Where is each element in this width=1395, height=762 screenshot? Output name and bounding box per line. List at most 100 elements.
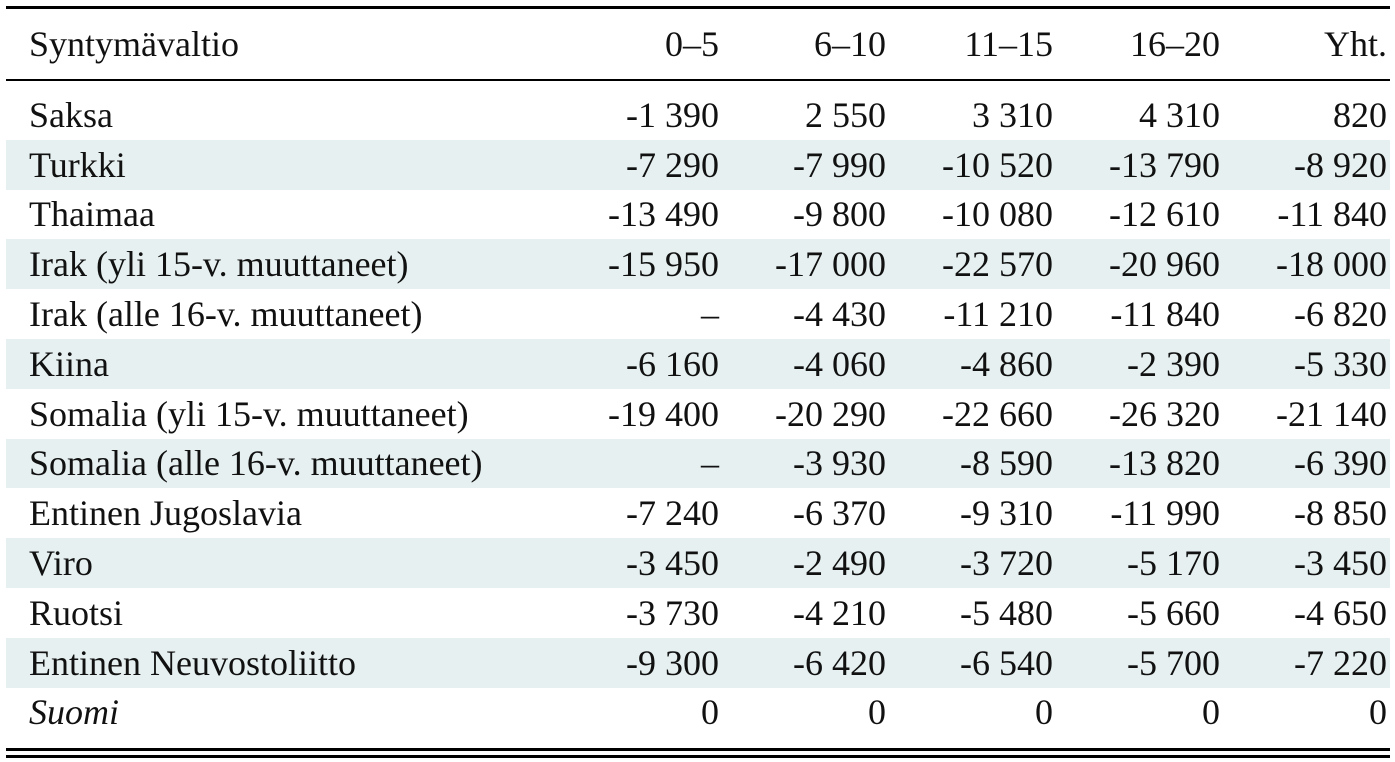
value-cell: -8 850 [1294, 493, 1387, 534]
country-cell: Saksa [29, 94, 113, 135]
top-rule [6, 6, 1390, 9]
table-header-row: Syntymävaltio 0–5 6–10 11–15 16–20 Yht. [6, 9, 1390, 79]
bottom-rule-2 [6, 755, 1390, 759]
value-cell: -5 480 [960, 592, 1053, 633]
country-cell: Somalia (yli 15-v. muuttaneet) [29, 393, 469, 434]
value-cell: – [701, 294, 719, 335]
value-cell: -9 300 [626, 642, 719, 683]
value-cell: -22 570 [942, 244, 1053, 285]
value-cell: -8 920 [1294, 144, 1387, 185]
country-cell: Somalia (alle 16-v. muuttaneet) [29, 443, 483, 484]
value-cell: -6 420 [793, 642, 886, 683]
table-body: Saksa -1 390 2 550 3 310 4 310 820 Turkki -7 29… [6, 90, 1390, 737]
value-cell: 0 [868, 692, 886, 733]
table-row: Viro -3 450 -2 490 -3 720 -5 170 -3 450 [6, 538, 1390, 588]
value-cell: -22 660 [942, 393, 1053, 434]
value-cell: -4 210 [793, 592, 886, 633]
table-row: Irak (alle 16-v. muuttaneet) – -4 430 -11 2… [6, 289, 1390, 339]
value-cell: -15 950 [608, 244, 719, 285]
country-cell: Thaimaa [29, 194, 155, 235]
value-cell: -6 370 [793, 493, 886, 534]
value-cell: -26 320 [1109, 393, 1220, 434]
value-cell: 0 [701, 692, 719, 733]
table-row: Entinen Jugoslavia -7 240 -6 370 -9 310 -11 … [6, 488, 1390, 538]
value-cell: -6 160 [626, 343, 719, 384]
value-cell: 2 550 [805, 94, 886, 135]
country-cell: Irak (alle 16-v. muuttaneet) [29, 294, 423, 335]
header-age-16-20: 16–20 [1130, 24, 1220, 64]
header-age-11-15: 11–15 [964, 24, 1053, 64]
table-row: Turkki -7 290 -7 990 -10 520 -13 790 -8 920 [6, 139, 1390, 190]
value-cell: -6 820 [1294, 294, 1387, 335]
value-cell: -18 000 [1276, 244, 1387, 285]
value-cell: – [701, 443, 719, 484]
value-cell: -4 430 [793, 294, 886, 335]
value-cell: -8 590 [960, 443, 1053, 484]
data-table: Syntymävaltio 0–5 6–10 11–15 16–20 Yht. … [6, 6, 1390, 759]
value-cell: -17 000 [775, 244, 886, 285]
header-age-6-10: 6–10 [814, 24, 886, 64]
country-cell: Entinen Jugoslavia [29, 493, 302, 534]
value-cell: -13 790 [1109, 144, 1220, 185]
value-cell: -2 490 [793, 543, 886, 584]
value-cell: -4 650 [1294, 592, 1387, 633]
value-cell: 820 [1333, 94, 1387, 135]
value-cell: -4 860 [960, 343, 1053, 384]
country-cell: Ruotsi [29, 592, 124, 633]
value-cell: -10 520 [942, 144, 1053, 185]
country-cell: Suomi [29, 692, 119, 733]
value-cell: -3 450 [626, 543, 719, 584]
header-age-0-5: 0–5 [665, 24, 719, 64]
bottom-rule-1 [6, 748, 1390, 752]
table-row: Somalia (alle 16-v. muuttaneet) – -3 930 -8… [6, 438, 1390, 489]
value-cell: -21 140 [1276, 393, 1387, 434]
value-cell: -12 610 [1109, 194, 1220, 235]
value-cell: -5 660 [1127, 592, 1220, 633]
table-row: Entinen Neuvostoliitto -9 300 -6 420 -6 540… [6, 637, 1390, 688]
value-cell: -6 540 [960, 642, 1053, 683]
header-country: Syntymävaltio [29, 24, 239, 64]
value-cell: -1 390 [626, 94, 719, 135]
value-cell: -5 700 [1127, 642, 1220, 683]
country-cell: Kiina [29, 343, 109, 384]
value-cell: -20 290 [775, 393, 886, 434]
value-cell: -7 220 [1294, 642, 1387, 683]
country-cell: Viro [29, 543, 93, 584]
value-cell: -2 390 [1127, 343, 1220, 384]
table-row: Ruotsi -3 730 -4 210 -5 480 -5 660 -4 650 [6, 588, 1390, 638]
value-cell: -19 400 [608, 393, 719, 434]
country-cell: Turkki [29, 144, 126, 185]
value-cell: -9 310 [960, 493, 1053, 534]
value-cell: -7 290 [626, 144, 719, 185]
value-cell: -11 210 [943, 294, 1053, 335]
value-cell: -6 390 [1294, 443, 1387, 484]
table-row: Saksa -1 390 2 550 3 310 4 310 820 [6, 90, 1390, 140]
value-cell: -3 720 [960, 543, 1053, 584]
header-total: Yht. [1324, 24, 1387, 64]
value-cell: 0 [1035, 692, 1053, 733]
value-cell: 3 310 [972, 94, 1053, 135]
value-cell: -5 170 [1127, 543, 1220, 584]
value-cell: 0 [1369, 692, 1387, 733]
header-rule [6, 79, 1390, 81]
value-cell: -3 730 [626, 592, 719, 633]
table-row: Kiina -6 160 -4 060 -4 860 -2 390 -5 330 [6, 338, 1390, 389]
value-cell: -10 080 [942, 194, 1053, 235]
value-cell: -9 800 [793, 194, 886, 235]
value-cell: -20 960 [1109, 244, 1220, 285]
value-cell: -11 840 [1277, 194, 1387, 235]
value-cell: -3 450 [1294, 543, 1387, 584]
value-cell: -4 060 [793, 343, 886, 384]
value-cell: 0 [1202, 692, 1220, 733]
country-cell: Irak (yli 15-v. muuttaneet) [29, 244, 409, 285]
value-cell: -7 990 [793, 144, 886, 185]
value-cell: -5 330 [1294, 343, 1387, 384]
table-row: Suomi 0 0 0 0 0 [6, 688, 1390, 738]
value-cell: 4 310 [1139, 94, 1220, 135]
table-row: Thaimaa -13 490 -9 800 -10 080 -12 610 -11 84… [6, 190, 1390, 240]
value-cell: -13 820 [1109, 443, 1220, 484]
table-row: Irak (yli 15-v. muuttaneet) -15 950 -17 00… [6, 239, 1390, 290]
value-cell: -11 840 [1110, 294, 1220, 335]
country-cell: Entinen Neuvostoliitto [29, 642, 356, 683]
value-cell: -11 990 [1110, 493, 1220, 534]
